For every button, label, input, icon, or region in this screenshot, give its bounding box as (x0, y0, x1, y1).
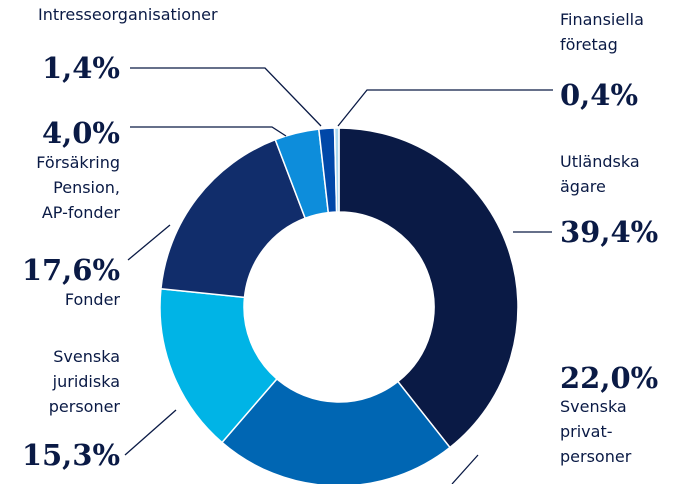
category-label: Fonder (65, 290, 121, 309)
category-label: Utländska ägare (560, 152, 640, 196)
donut-slice (338, 127, 519, 449)
category-label: Svenska privat-personer (560, 397, 632, 466)
category-label: Finansiella företag (560, 10, 644, 54)
leader-line (337, 89, 553, 127)
category-label: Intresseorganisationer (38, 5, 218, 24)
value-label: 17,6% (22, 253, 120, 287)
donut (159, 127, 519, 484)
category-label: Svenska juridiska personer (49, 347, 121, 416)
leader-line (124, 409, 177, 456)
value-label: 15,3% (22, 438, 120, 472)
leader-line (127, 224, 171, 261)
donut-slice (333, 127, 340, 213)
value-label: 1,4% (42, 51, 120, 85)
value-label: 0,4% (560, 78, 638, 112)
leader-line (130, 126, 287, 137)
leader-line (130, 67, 322, 127)
value-label: 4,0% (42, 116, 120, 150)
leader-line (451, 454, 479, 484)
value-label: 39,4% (560, 215, 658, 249)
labels: Utländska ägare 39,4% Svenska privat-persone… (22, 5, 658, 484)
donut-slice (220, 377, 451, 484)
donut-slice (160, 138, 307, 299)
category-label: Försäkring Pension, AP-fonder (36, 153, 120, 222)
value-label: 22,0% (560, 361, 658, 395)
